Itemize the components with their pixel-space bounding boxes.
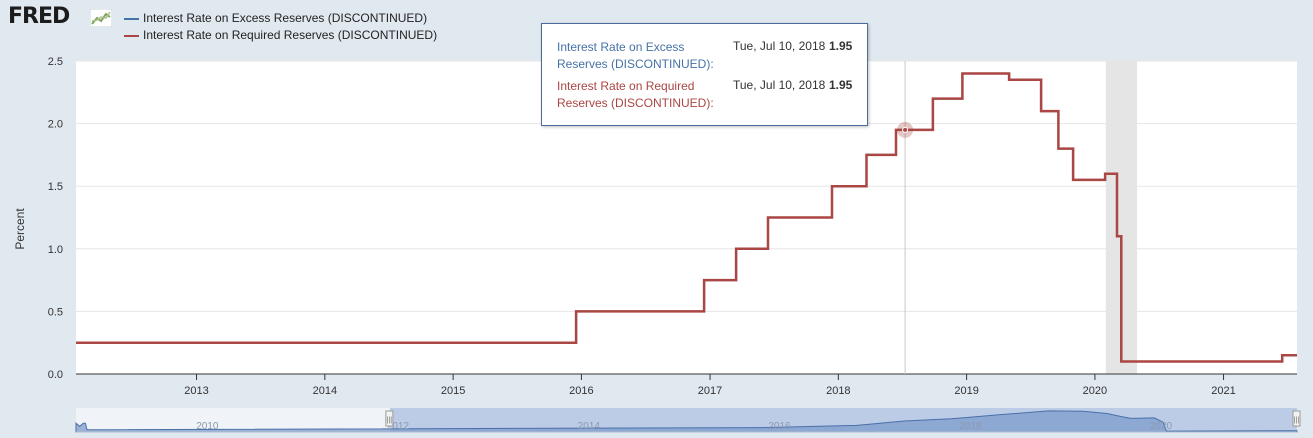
y-tick-label: 2.5: [48, 56, 63, 68]
crosshair-group: [897, 61, 914, 374]
navigator-series-area: [75, 410, 1298, 433]
tooltip-date-excess: Tue, Jul 10, 2018: [733, 39, 826, 53]
tooltip-date-required: Tue, Jul 10, 2018: [733, 78, 826, 92]
navigator-year-label: 2020: [1150, 421, 1173, 432]
navigator-year-label: 2010: [196, 421, 219, 432]
legend-label: Interest Rate on Required Reserves (DISC…: [143, 28, 438, 42]
x-tick-label: 2016: [569, 385, 593, 397]
x-tick-label: 2014: [313, 385, 337, 397]
navigator-handle-right[interactable]: |||: [1292, 410, 1301, 427]
y-tick-label: 2.0: [48, 119, 63, 131]
navigator-year-label: 2014: [578, 421, 601, 432]
navigator-year-label: 2016: [768, 421, 791, 432]
handle-grip-lines: |||: [387, 417, 393, 424]
x-tick-label: 2019: [954, 385, 978, 397]
series-line-required-reserves: [76, 72, 1297, 363]
legend-swatch: [124, 35, 139, 37]
hover-marker: [902, 126, 909, 133]
legend-swatch: [124, 18, 139, 20]
series-group: [76, 72, 1297, 363]
x-tick-label: 2015: [441, 385, 465, 397]
tooltip-value-excess: 1.95: [829, 39, 853, 53]
chart-header: FRED Interest Rate on Excess Reserves (D…: [0, 0, 1313, 56]
tooltip-value-required: 1.95: [829, 78, 853, 92]
navigator-handle-left[interactable]: |||: [385, 410, 394, 427]
handle-grip: [385, 410, 394, 427]
y-tick-label: 0.0: [48, 369, 63, 381]
tooltip-series-name-required: Interest Rate on Required Reserves (DISC…: [557, 79, 714, 110]
tooltip: Interest Rate on Excess Reserves (DISCON…: [541, 23, 868, 126]
y-axis-label: Percent: [13, 208, 27, 250]
x-tick-label: 2020: [1083, 385, 1107, 397]
x-tick-label: 2018: [826, 385, 850, 397]
navigator-year-label: 2018: [959, 421, 982, 432]
x-tick-label: 2013: [184, 385, 208, 397]
navigator[interactable]: 2010 2012 2014 2016 2018 2020 ||| |||: [75, 408, 1301, 433]
legend-label: Interest Rate on Excess Reserves (DISCON…: [143, 11, 428, 25]
y-tick-label: 1.5: [48, 181, 63, 193]
y-tick-label: 0.5: [48, 306, 63, 318]
tooltip-series-name-excess: Interest Rate on Excess Reserves (DISCON…: [557, 40, 714, 71]
handle-grip-lines: |||: [1294, 417, 1300, 424]
fred-logo-graph-icon: [90, 9, 112, 27]
y-axis-ticks: 0.0 0.5 1.0 1.5 2.0 2.5: [48, 56, 63, 381]
navigator-year-label: 2012: [387, 421, 410, 432]
x-axis-ticks: 2013 2014 2015 2016 2017 2018 2019 2020 2021: [184, 374, 1236, 397]
fred-logo[interactable]: FRED: [8, 4, 70, 29]
y-tick-label: 1.0: [48, 244, 63, 256]
handle-grip: [1292, 410, 1301, 427]
x-tick-label: 2021: [1211, 385, 1235, 397]
x-tick-label: 2017: [698, 385, 722, 397]
